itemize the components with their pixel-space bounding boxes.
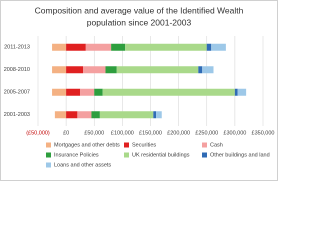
x-tick-label: £150,000	[139, 130, 162, 136]
bar-segment	[102, 88, 235, 96]
legend-label: Cash	[210, 142, 223, 148]
bar-segment	[54, 111, 67, 119]
legend-swatch	[124, 152, 129, 158]
bar-segment	[99, 111, 154, 119]
bar-segment	[85, 43, 112, 51]
legend-swatch	[46, 162, 51, 168]
bar-segment	[202, 66, 214, 74]
y-tick-label: 2001-2003	[4, 112, 30, 118]
chart-title: Composition and average value of the Ide…	[35, 5, 244, 15]
bar-segment	[156, 111, 162, 119]
bar-segment	[52, 43, 67, 51]
bar-segment	[206, 43, 212, 51]
bar-segment	[198, 66, 203, 74]
bar-segment	[153, 111, 157, 119]
bar-segment	[77, 111, 92, 119]
y-tick-label: 2008-2010	[4, 67, 30, 73]
x-tick-label: £0	[63, 130, 69, 136]
legend-label: Other buildings and land	[210, 152, 270, 158]
x-tick-label: £50,000	[84, 130, 104, 136]
bar-segment	[52, 66, 67, 74]
bar-segment	[91, 111, 100, 119]
bar-segment	[52, 88, 67, 96]
legend-swatch	[202, 152, 207, 158]
bar-segment	[211, 43, 226, 51]
x-tick-label: £350,000	[252, 130, 275, 136]
legend-swatch	[46, 152, 51, 158]
y-tick-label: 2011-2013	[4, 45, 30, 51]
bar-segment	[116, 66, 199, 74]
legend-label: Loans and other assets	[54, 162, 111, 168]
bar-segment	[105, 66, 117, 74]
x-tick-label: (£50,000)	[26, 130, 50, 136]
bar-segment	[83, 66, 106, 74]
chart-title: population since 2001-2003	[87, 17, 192, 27]
bar-segment	[111, 43, 126, 51]
legend-swatch	[124, 142, 129, 148]
legend-label: UK residential buildings	[132, 152, 190, 158]
legend-label: Mortgages and other debts	[54, 142, 120, 148]
x-tick-label: £250,000	[195, 130, 218, 136]
bar-segment	[94, 88, 103, 96]
x-tick-label: £200,000	[167, 130, 190, 136]
legend-label: Insurance Policies	[54, 152, 99, 158]
legend-swatch	[202, 142, 207, 148]
bar-segment	[66, 88, 81, 96]
x-tick-label: £300,000	[223, 130, 246, 136]
bar-segment	[66, 111, 78, 119]
legend-label: Securities	[132, 142, 156, 148]
bar-segment	[66, 66, 83, 74]
bar-segment	[125, 43, 207, 51]
x-tick-label: £100,000	[111, 130, 134, 136]
y-tick-label: 2005-2007	[4, 90, 30, 96]
bar-segment	[234, 88, 238, 96]
chart: Composition and average value of the Ide…	[0, 0, 278, 181]
bar-segment	[66, 43, 86, 51]
legend-swatch	[46, 142, 51, 148]
bar-segment	[237, 88, 247, 96]
bar-segment	[80, 88, 95, 96]
